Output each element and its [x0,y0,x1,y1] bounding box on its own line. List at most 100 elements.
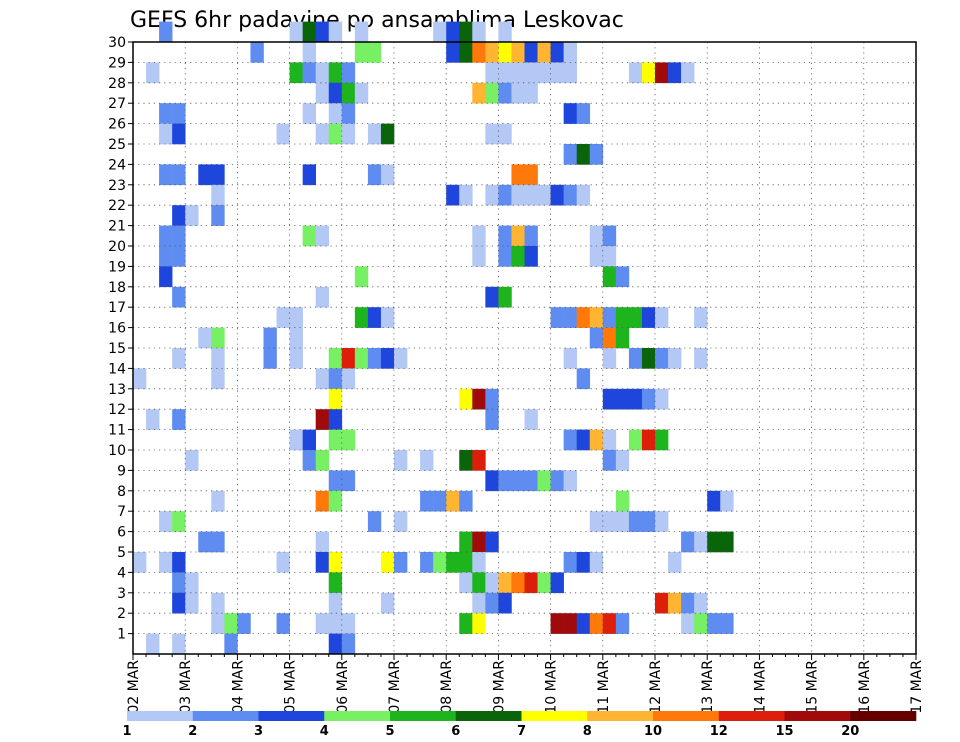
y-tick-label: 3 [117,586,126,602]
heatmap-cell [172,348,186,369]
y-tick-label: 4 [117,565,126,581]
heatmap-cell [302,103,316,124]
heatmap-cell [563,42,577,63]
y-tick-label: 11 [108,423,126,439]
chart-grid [132,41,917,654]
y-tick-label: 20 [108,239,126,255]
heatmap-cell [250,42,264,63]
heatmap-cell [211,348,225,369]
heatmap-cell [602,348,617,369]
heatmap-cell [550,470,564,492]
heatmap-cell [328,490,343,512]
heatmap-cell [498,42,512,63]
heatmap-cell [563,470,577,492]
heatmap-cell [315,450,330,471]
heatmap-cell [133,552,147,573]
heatmap-cell [511,470,525,492]
colorbar-swatch [850,711,917,721]
heatmap-cell [641,429,656,451]
heatmap-cell [563,429,577,451]
heatmap-cell [641,511,656,532]
heatmap-cell [341,633,356,655]
heatmap-cell [446,21,460,43]
heatmap-cell [159,103,173,124]
heatmap-cell [641,307,656,328]
heatmap-cell [328,429,343,451]
heatmap-cell [289,307,303,328]
heatmap-cell [380,123,395,145]
heatmap-cell [511,82,525,104]
heatmap-cell [602,450,617,471]
heatmap-cell [655,348,669,369]
heatmap-cell [159,225,173,247]
heatmap-cell [172,511,186,532]
y-axis-ticks: 1234567891011121314151617181920212223242… [108,35,133,643]
heatmap-cell [328,633,343,655]
y-tick-label: 30 [108,35,126,51]
heatmap-cell [224,613,238,634]
heatmap-cell [485,42,499,63]
heatmap-cell [328,21,343,43]
y-tick-label: 9 [117,463,126,479]
heatmap-cells [133,21,734,655]
heatmap-cell [328,592,343,614]
heatmap-cell [198,164,212,186]
heatmap-cell [211,613,225,634]
heatmap-cell [328,470,343,492]
heatmap-cell [315,62,330,84]
heatmap-cell [367,123,382,145]
y-tick-label: 6 [117,525,126,541]
heatmap-cell [472,552,486,573]
heatmap-cell [446,552,460,573]
heatmap-cell [485,592,499,614]
x-tick-label: 08 MAR [439,660,455,714]
heatmap-cell [485,286,499,308]
y-tick-label: 2 [117,606,126,622]
heatmap-cell [237,613,251,634]
heatmap-cell [720,531,734,553]
x-tick-label: 03 MAR [178,660,194,714]
heatmap-cell [367,511,382,532]
heatmap-cell [511,184,525,206]
y-tick-label: 29 [108,55,126,71]
heatmap-cell [433,490,447,512]
heatmap-cell [498,184,512,206]
x-tick-label: 15 MAR [805,660,821,714]
heatmap-cell [602,307,617,328]
heatmap-cell [276,552,290,573]
heatmap-cell [628,429,643,451]
y-tick-label: 21 [108,219,126,235]
heatmap-cell [655,307,669,328]
heatmap-cell [159,246,173,267]
heatmap-cell [498,62,512,84]
y-tick-label: 7 [117,504,126,520]
heatmap-cell [524,225,538,247]
colorbar: 1 2 3 4 5 6 7 8 10 12 15 20 [122,711,917,739]
colorbar-label: 8 [583,724,592,739]
heatmap-cell [615,327,630,349]
heatmap-cell [537,470,551,492]
heatmap-cell [602,613,617,634]
heatmap-cell [159,21,173,43]
x-tick-label: 06 MAR [335,660,351,714]
y-tick-label: 25 [108,137,126,153]
heatmap-cell [472,21,486,43]
heatmap-cell [315,552,330,573]
heatmap-cell [694,531,708,553]
heatmap-cell [655,511,669,532]
heatmap-cell [328,82,343,104]
heatmap-cell [576,184,591,206]
heatmap-cell [576,368,591,390]
heatmap-cell [681,62,695,84]
colorbar-swatch [587,711,654,721]
heatmap-cell [276,123,290,145]
heatmap-cell [563,62,577,84]
heatmap-cell [133,368,147,390]
heatmap-cell [498,82,512,104]
heatmap-cell [485,62,499,84]
heatmap-cell [185,450,199,471]
heatmap-cell [354,266,369,288]
heatmap-cell [459,572,473,594]
colorbar-swatch [324,711,391,721]
heatmap-cell [328,368,343,390]
